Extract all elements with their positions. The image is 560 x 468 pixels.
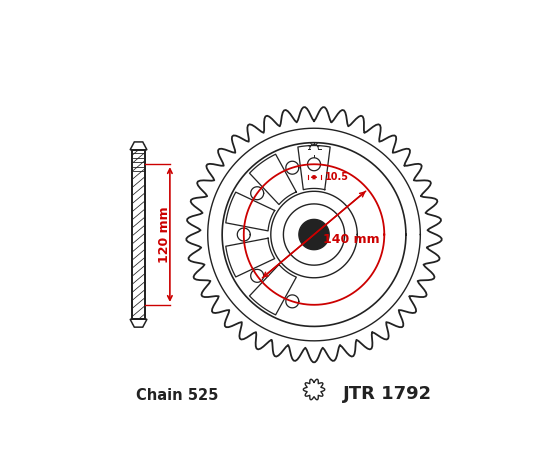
Polygon shape [251,270,264,282]
Text: Chain 525: Chain 525 [136,388,218,403]
Polygon shape [286,295,299,308]
Bar [132,150,145,319]
Polygon shape [307,158,320,171]
Polygon shape [186,107,442,362]
Polygon shape [298,146,330,190]
Text: 140 mm: 140 mm [323,234,380,247]
Polygon shape [226,192,274,231]
Polygon shape [251,187,264,200]
Polygon shape [250,154,296,205]
Polygon shape [237,228,250,241]
Polygon shape [226,192,274,231]
Bar [132,150,145,319]
Polygon shape [130,142,147,150]
Text: 120 mm: 120 mm [157,206,171,263]
Polygon shape [222,143,406,326]
Polygon shape [130,319,147,327]
Polygon shape [250,264,296,315]
Text: 10.5: 10.5 [325,172,349,182]
Polygon shape [286,161,299,174]
Polygon shape [271,191,357,278]
Polygon shape [283,204,344,265]
Polygon shape [226,238,274,277]
Polygon shape [298,146,330,190]
Polygon shape [208,128,421,341]
Polygon shape [226,238,274,277]
Polygon shape [250,154,296,205]
Polygon shape [250,264,296,315]
Polygon shape [304,379,325,400]
Polygon shape [299,219,329,249]
Text: JTR 1792: JTR 1792 [343,385,432,403]
